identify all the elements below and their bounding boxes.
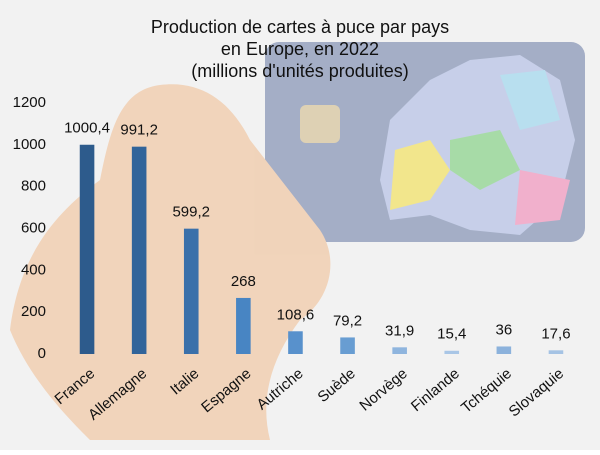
y-tick-label: 400	[21, 261, 46, 278]
y-tick-label: 1200	[13, 94, 46, 111]
y-tick-label: 600	[21, 219, 46, 236]
map-region	[515, 170, 570, 225]
y-tick-label: 800	[21, 178, 46, 195]
bar	[288, 331, 303, 354]
bar	[236, 297, 251, 354]
value-label: 108,6	[277, 306, 315, 323]
value-label: 17,6	[541, 325, 570, 342]
y-tick-label: 0	[38, 345, 46, 362]
bar	[340, 337, 355, 354]
chart-title: (millions d'unités produites)	[191, 61, 409, 81]
value-label: 31,9	[385, 322, 414, 339]
y-tick-label: 1000	[13, 136, 46, 153]
value-label: 991,2	[120, 122, 158, 139]
value-label: 36	[496, 321, 513, 338]
chip	[300, 105, 340, 143]
map-region	[500, 70, 560, 130]
y-tick-label: 200	[21, 303, 46, 320]
bar	[444, 350, 460, 354]
value-label: 15,4	[437, 326, 466, 343]
bar	[392, 347, 407, 354]
value-label: 268	[231, 273, 256, 290]
value-label: 79,2	[333, 312, 362, 329]
bar	[131, 146, 147, 354]
bar	[496, 346, 512, 354]
map-region	[450, 130, 520, 190]
bar	[548, 350, 564, 354]
chart-title: en Europe, en 2022	[221, 39, 379, 59]
value-label: 1000,4	[64, 120, 110, 137]
bar	[79, 144, 95, 354]
chart-title: Production de cartes à puce par pays	[151, 17, 449, 37]
map-region	[390, 140, 450, 210]
bar	[183, 228, 199, 354]
value-label: 599,2	[172, 204, 210, 221]
